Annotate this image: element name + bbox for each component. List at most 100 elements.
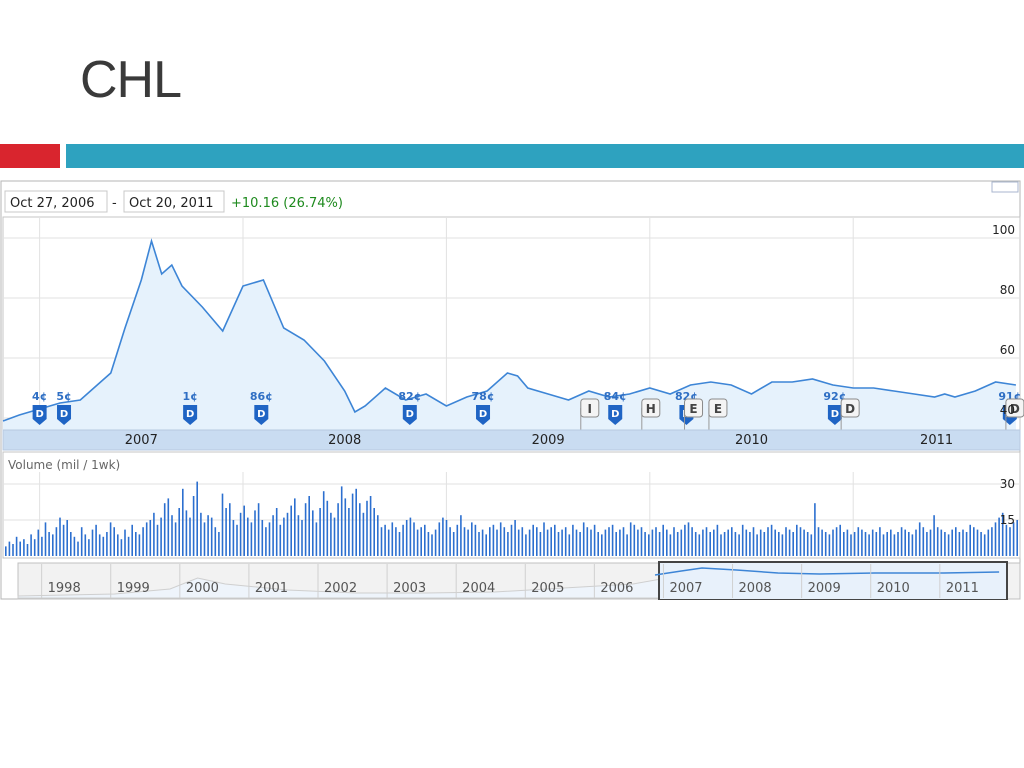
volume-bar <box>5 546 7 556</box>
dividend-amount: 82¢ <box>398 390 421 403</box>
event-flag[interactable]: E <box>708 398 728 430</box>
volume-bar <box>225 508 227 556</box>
end-date-box[interactable] <box>123 190 225 213</box>
dividend-amount: 4¢ <box>32 390 47 403</box>
volume-bar <box>828 534 831 556</box>
volume-bar <box>572 524 574 556</box>
volume-bar <box>26 544 29 556</box>
volume-bar <box>947 534 950 556</box>
overview-x-tick: 2004 <box>462 581 495 596</box>
volume-bar <box>749 532 751 556</box>
volume-bar <box>409 517 412 556</box>
event-flag-box <box>580 398 600 418</box>
volume-bar <box>882 534 885 556</box>
event-flag[interactable]: I <box>580 398 600 430</box>
volume-bar <box>312 510 314 556</box>
volume-bar <box>648 534 650 556</box>
zoom-control[interactable] <box>991 181 1019 193</box>
event-flag[interactable]: D <box>1005 398 1024 430</box>
dividend-pin[interactable]: 86¢ D <box>250 390 273 425</box>
dividend-amount: 84¢ <box>604 390 627 403</box>
price-x-tick: 2011 <box>920 433 953 448</box>
volume-bar <box>658 532 661 556</box>
dividend-pin-shape <box>402 405 417 425</box>
volume-bar <box>861 529 863 556</box>
dividend-pin[interactable]: 84¢ D <box>604 390 627 425</box>
volume-bar <box>933 515 935 556</box>
volume-bar <box>124 529 126 556</box>
dividend-pin[interactable]: 82¢ D <box>398 390 421 425</box>
overview-x-tick: 1999 <box>117 581 150 596</box>
volume-bar <box>788 529 791 556</box>
volume-bar <box>929 529 932 556</box>
volume-bar <box>550 527 552 556</box>
volume-bar <box>915 529 917 556</box>
overview-x-tick: 2002 <box>324 581 357 596</box>
volume-bar <box>593 524 596 556</box>
overview-x-tick: 2006 <box>600 581 633 596</box>
dividend-pin[interactable]: 78¢ D <box>472 390 495 425</box>
volume-bar <box>987 529 990 556</box>
event-flag[interactable]: D <box>840 398 860 430</box>
volume-bar <box>525 534 527 556</box>
volume-bar <box>922 527 925 556</box>
volume-bar <box>66 520 68 556</box>
volume-bar <box>626 534 628 556</box>
volume-bar <box>517 529 520 556</box>
volume-bar <box>91 529 94 556</box>
volume-y-tick: 30 <box>1000 477 1015 491</box>
price-x-axis: 2007 2008 2009 2010 2011 <box>125 433 953 448</box>
volume-bar <box>471 522 473 556</box>
price-area <box>2 238 1017 430</box>
volume-bar <box>366 500 368 556</box>
volume-bar <box>774 529 776 556</box>
volume-bar <box>673 527 675 556</box>
event-flag[interactable]: E <box>684 398 704 430</box>
volume-bar <box>976 529 979 556</box>
volume-bar <box>908 532 910 556</box>
volume-bar <box>651 529 654 556</box>
dividend-pin-shape <box>476 405 491 425</box>
volume-bar <box>19 541 21 556</box>
event-flag[interactable]: H <box>641 398 661 430</box>
volume-bar <box>283 517 285 556</box>
volume-bar <box>207 515 209 556</box>
dividend-pin[interactable]: 1¢ D <box>182 390 198 425</box>
volume-bar <box>254 510 256 556</box>
volume-bar <box>200 512 202 556</box>
volume-bar <box>330 512 332 556</box>
volume-bar <box>521 527 524 556</box>
volume-bar <box>503 527 506 556</box>
dividend-pin[interactable]: 92¢ D <box>823 390 846 425</box>
volume-bar <box>221 493 224 556</box>
dividend-pin[interactable]: 5¢ D <box>56 390 72 425</box>
dividend-pin[interactable]: 4¢ D <box>32 390 47 425</box>
volume-bar <box>275 508 278 556</box>
volume-bar <box>832 529 834 556</box>
volume-bar <box>23 539 25 556</box>
volume-bar <box>438 522 441 556</box>
volume-bar <box>294 498 296 556</box>
volume-bar <box>496 529 498 556</box>
volume-bar <box>272 515 274 556</box>
volume-bar <box>590 529 592 556</box>
volume-bar <box>279 524 282 556</box>
volume-bar <box>434 529 437 556</box>
volume-bar <box>192 496 195 556</box>
price-change: +10.16 (26.74%) <box>231 196 343 211</box>
volume-bar <box>778 532 780 556</box>
volume-bar <box>619 529 621 556</box>
volume-bar <box>723 532 726 556</box>
dividend-amount: 78¢ <box>472 390 495 403</box>
volume-bar <box>637 529 639 556</box>
overview-x-tick: 2001 <box>255 581 288 596</box>
volume-bar <box>492 524 495 556</box>
volume-bar <box>554 524 556 556</box>
volume-bar <box>84 534 87 556</box>
volume-bar <box>702 529 704 556</box>
volume-bar <box>879 527 881 556</box>
volume-bar <box>720 534 722 556</box>
volume-bar <box>424 524 426 556</box>
start-date-box[interactable] <box>4 190 108 213</box>
dividend-pin-shape <box>608 405 623 425</box>
